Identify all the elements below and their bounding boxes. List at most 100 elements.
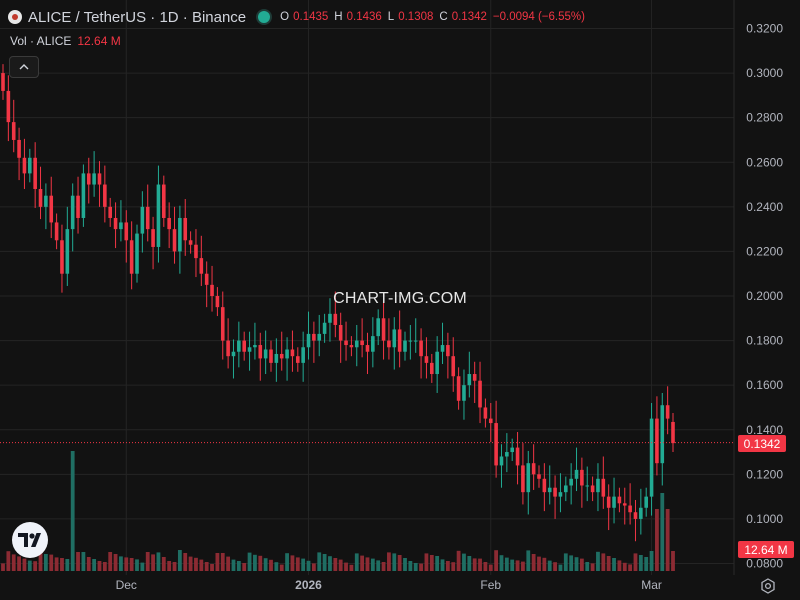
volume-bars [1, 451, 675, 571]
volume-bar [596, 551, 600, 571]
volume-bar [167, 561, 172, 571]
candle-body [451, 356, 456, 377]
y-tick-label: 0.1600 [746, 378, 783, 392]
candle-body [483, 407, 488, 419]
candle-body [408, 340, 413, 342]
symbol-title[interactable]: ALICE / TetherUS · 1D · Binance [28, 8, 247, 26]
candle-body [376, 318, 380, 337]
y-tick-label: 0.2800 [746, 111, 783, 125]
y-tick-label: 0.2400 [746, 200, 783, 214]
volume-bar [311, 563, 316, 571]
close-value: 0.1342 [451, 11, 487, 23]
candle-body [97, 173, 102, 185]
candle-body [38, 189, 43, 207]
volume-bar [145, 552, 150, 571]
candle-body [81, 173, 86, 218]
volume-bar [253, 554, 257, 571]
volume-bar [478, 558, 482, 571]
candle-body [33, 157, 37, 189]
volume-bar [451, 562, 456, 571]
candle-body [183, 217, 188, 241]
volume-bar [258, 555, 263, 571]
volume-bar [354, 553, 359, 571]
volume-label: Vol · ALICE [10, 34, 72, 48]
candle-body [596, 478, 600, 493]
volume-bar [370, 558, 375, 571]
alice-coin-icon [8, 10, 22, 24]
candle-body [612, 496, 616, 508]
volume-bar [574, 557, 579, 571]
volume-bar [317, 552, 322, 571]
candle-body [215, 296, 220, 308]
candle-body [11, 122, 16, 140]
volume-bar [617, 560, 622, 571]
volume-bar [392, 553, 397, 571]
candle-body [279, 353, 284, 359]
candle-body [397, 329, 402, 352]
candle-body [606, 496, 611, 508]
candle-body [70, 195, 75, 230]
candle-body [392, 329, 397, 348]
candle-body [269, 349, 273, 363]
candle-body [231, 351, 236, 357]
volume-bar [113, 554, 118, 571]
candle-body [338, 324, 343, 341]
chart-header: ALICE / TetherUS · 1D · Binance O 0.1435 … [8, 7, 587, 27]
volume-bar [531, 554, 536, 571]
collapse-legend-button[interactable] [9, 56, 39, 78]
volume-bar [76, 552, 80, 571]
volume-bar [226, 556, 231, 571]
candle-body [188, 240, 193, 245]
volume-bar [488, 564, 493, 571]
candle-body [526, 463, 531, 493]
candle-body [65, 229, 70, 274]
volume-bar [183, 553, 188, 571]
volume-bar [108, 552, 113, 571]
volume-bar [521, 561, 525, 571]
candle-body [54, 222, 59, 241]
x-tick-label: Mar [641, 578, 662, 592]
volume-bar [65, 559, 70, 571]
volume-bar [81, 552, 86, 571]
gear-icon[interactable] [760, 578, 776, 594]
tradingview-logo-icon[interactable] [12, 522, 48, 558]
price-candles [1, 64, 675, 542]
volume-bar [220, 553, 225, 571]
volume-bar [558, 564, 563, 571]
candle-body [574, 469, 579, 479]
candle-body [6, 90, 11, 123]
candle-body [371, 336, 375, 352]
volume-bar [499, 555, 504, 571]
candle-body [665, 405, 670, 419]
volume-bar [563, 553, 568, 571]
candle-body [344, 340, 348, 346]
volume-bar [344, 562, 348, 571]
volume-bar [360, 555, 365, 571]
volume-bar [215, 553, 220, 571]
candle-body [633, 512, 638, 519]
volume-bar [177, 550, 182, 571]
price-axis: 0.3200 0.3000 0.2800 0.2600 0.2400 0.2200 0.20… [746, 22, 783, 571]
candle-body [413, 340, 418, 342]
candle-body [542, 478, 547, 493]
candle-body [472, 374, 477, 381]
volume-bar [22, 558, 27, 571]
candle-body [488, 418, 493, 424]
volume-bar [510, 559, 515, 571]
high-value: 0.1436 [346, 11, 382, 23]
y-tick-label: 0.1000 [746, 512, 783, 526]
candle-body [628, 505, 632, 513]
volume-bar [92, 559, 97, 571]
candle-body [660, 405, 665, 464]
volume-bar [129, 558, 134, 571]
volume-bar [537, 556, 541, 571]
volume-bar [606, 556, 611, 571]
candle-body [301, 347, 305, 363]
volume-bar [622, 562, 627, 571]
candle-body [644, 496, 648, 508]
candle-body [199, 258, 204, 274]
volume-bar [333, 558, 338, 571]
chevron-up-icon [19, 64, 29, 70]
last-volume-label: 12.64 M [738, 541, 794, 558]
